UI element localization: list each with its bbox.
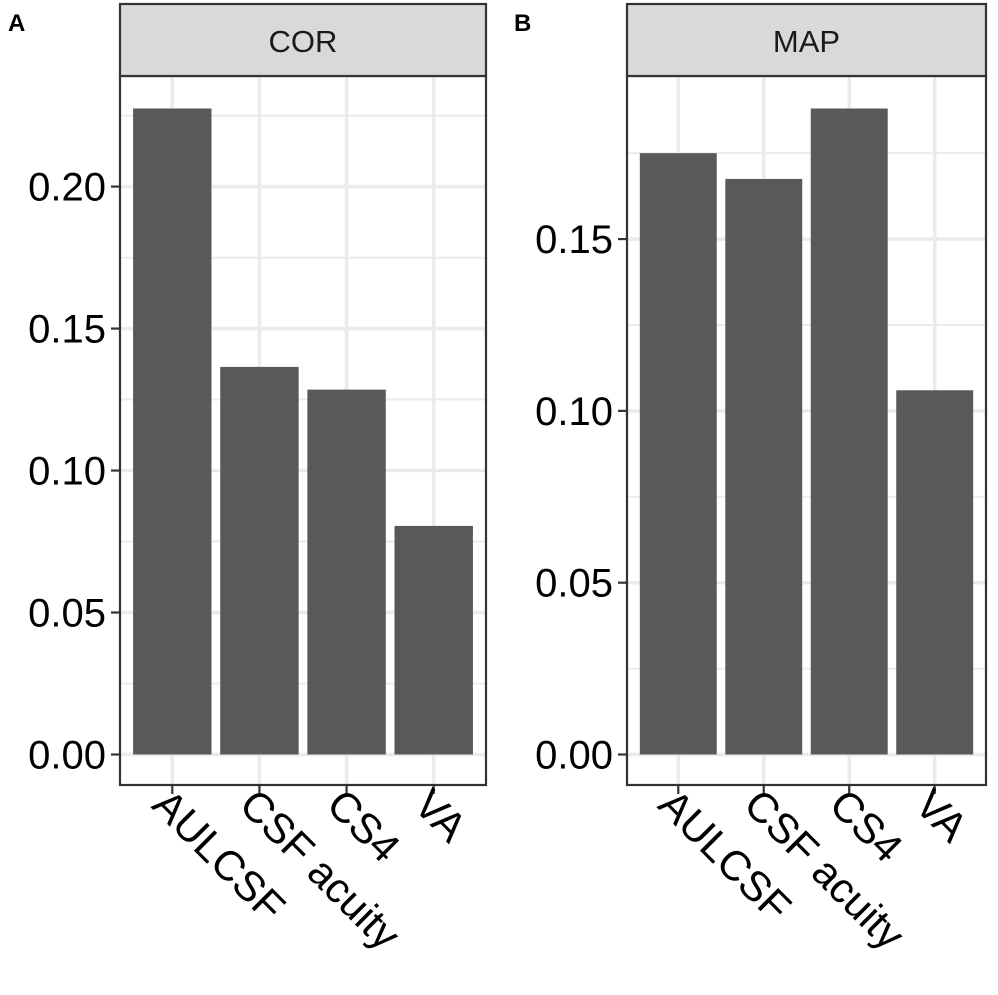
bar-va bbox=[896, 390, 974, 755]
bar-aulcsf bbox=[639, 153, 717, 755]
bar-cs4 bbox=[810, 108, 888, 755]
facet-strip bbox=[118, 2, 488, 78]
x-tick-label: VA bbox=[405, 780, 476, 851]
panel-a-letter: A bbox=[8, 10, 25, 37]
y-tick-label: 0.05 bbox=[28, 592, 106, 636]
facet-strip bbox=[625, 2, 988, 78]
panel-b-letter: B bbox=[514, 10, 531, 37]
y-tick-label: 0.15 bbox=[28, 308, 106, 352]
bar-csf-acuity bbox=[725, 178, 803, 755]
y-tick-label: 0.15 bbox=[535, 218, 613, 262]
bar-csf-acuity bbox=[220, 366, 299, 755]
bar-va bbox=[394, 525, 473, 755]
y-tick-label: 0.00 bbox=[28, 734, 106, 778]
y-tick-label: 0.20 bbox=[28, 166, 106, 210]
y-tick-label: 0.00 bbox=[535, 734, 613, 778]
y-tick-label: 0.05 bbox=[535, 562, 613, 606]
facet-strip-label: MAP bbox=[773, 24, 840, 59]
bar-aulcsf bbox=[133, 108, 212, 755]
y-tick-label: 0.10 bbox=[535, 390, 613, 434]
y-tick-label: 0.10 bbox=[28, 450, 106, 494]
bar-cs4 bbox=[307, 389, 386, 755]
x-tick-label: VA bbox=[906, 780, 977, 851]
facet-strip-label: COR bbox=[269, 24, 338, 59]
